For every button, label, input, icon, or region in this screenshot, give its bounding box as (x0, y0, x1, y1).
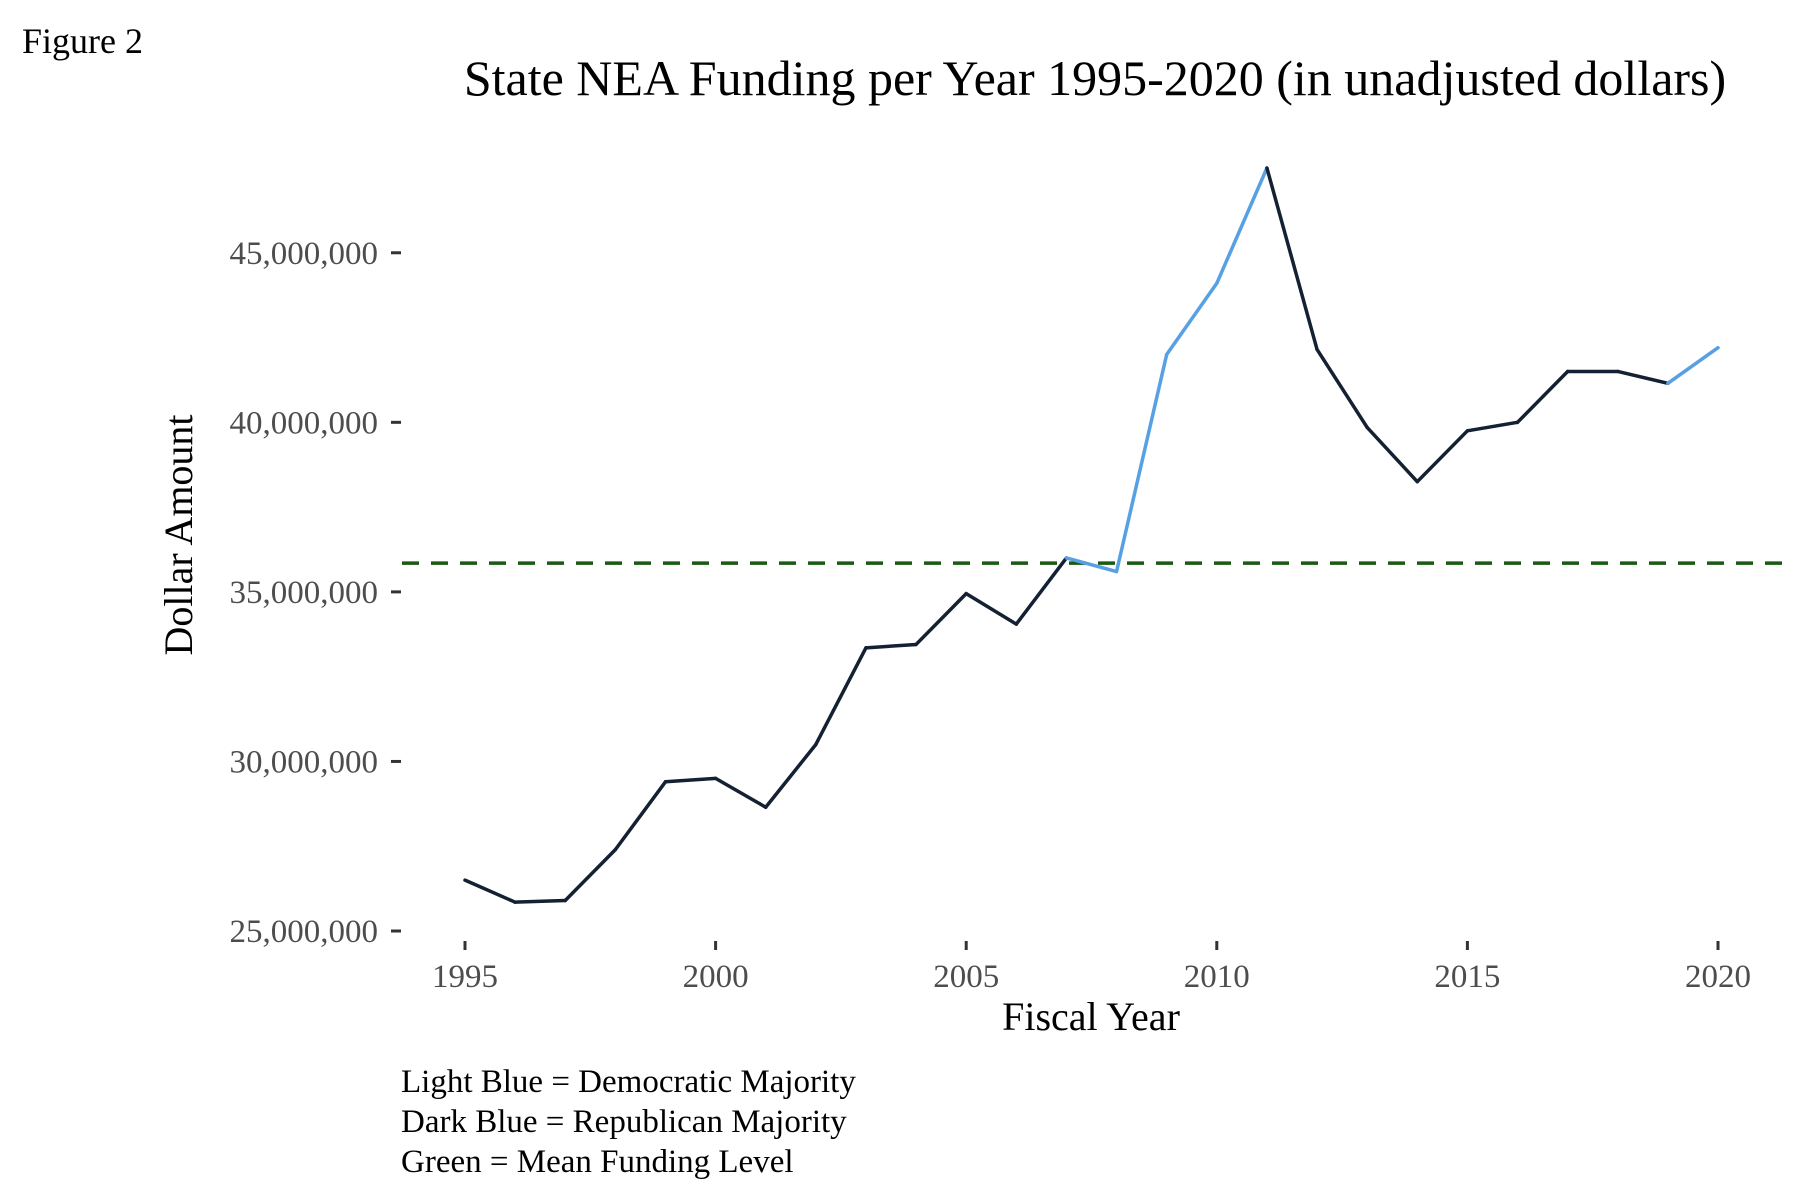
series-segment-2005 (964, 591, 1019, 626)
caption-republican: Dark Blue = Republican Majority (401, 1104, 847, 1140)
series-segment-2009 (1164, 281, 1219, 357)
series-segment-2007 (1064, 556, 1119, 574)
x-axis-label: Fiscal Year (1002, 994, 1180, 1039)
series-segment-1996 (513, 898, 567, 904)
series-segment-2019 (1666, 345, 1720, 386)
series-segment-2011 (1265, 166, 1319, 352)
series-segment-2002 (814, 646, 868, 747)
x-tick-label: 1995 (432, 959, 498, 995)
x-tick-label: 2015 (1434, 959, 1500, 995)
series-segment-2001 (763, 742, 818, 809)
series-segment-2000 (713, 776, 768, 809)
series-segment-2010 (1215, 166, 1269, 286)
figure-label: Figure 2 (22, 21, 143, 61)
series-segment-1999 (663, 776, 718, 784)
x-tick-label: 2005 (933, 959, 999, 995)
series-segment-2018 (1616, 369, 1670, 386)
series-segment-1995 (463, 878, 517, 904)
series-segment-2016 (1515, 369, 1570, 425)
series-segment-2013 (1365, 425, 1420, 484)
chart-title: State NEA Funding per Year 1995-2020 (in… (464, 50, 1726, 106)
series-segment-1997 (563, 847, 618, 903)
x-tick-label: 2020 (1685, 959, 1751, 995)
y-tick-label: 35,000,000 (230, 575, 379, 611)
series-segment-1998 (613, 780, 668, 852)
caption: Light Blue = Democratic Majority Dark Bl… (401, 1062, 856, 1182)
y-axis: 25,000,000 30,000,000 35,000,000 40,000,000… (230, 236, 401, 950)
series-segment-2015 (1465, 420, 1520, 433)
x-tick-label: 2000 (683, 959, 749, 995)
x-tick-label: 2010 (1184, 959, 1250, 995)
x-axis: 1995 2000 2005 2010 2015 2020 (432, 941, 1751, 995)
series-segment-2003 (864, 642, 918, 650)
series-segment-2006 (1014, 556, 1069, 626)
funding-series (463, 166, 1720, 904)
y-tick-label: 40,000,000 (230, 405, 379, 441)
y-axis-label: Dollar Amount (156, 414, 201, 655)
y-tick-label: 30,000,000 (230, 744, 379, 780)
series-segment-2014 (1415, 429, 1470, 484)
y-tick-label: 25,000,000 (230, 914, 379, 950)
caption-democratic: Light Blue = Democratic Majority (401, 1064, 856, 1100)
series-segment-2008 (1114, 352, 1169, 574)
caption-mean: Green = Mean Funding Level (401, 1144, 794, 1180)
y-tick-label: 45,000,000 (230, 236, 379, 272)
series-segment-2012 (1315, 347, 1369, 430)
series-segment-2004 (914, 591, 968, 647)
